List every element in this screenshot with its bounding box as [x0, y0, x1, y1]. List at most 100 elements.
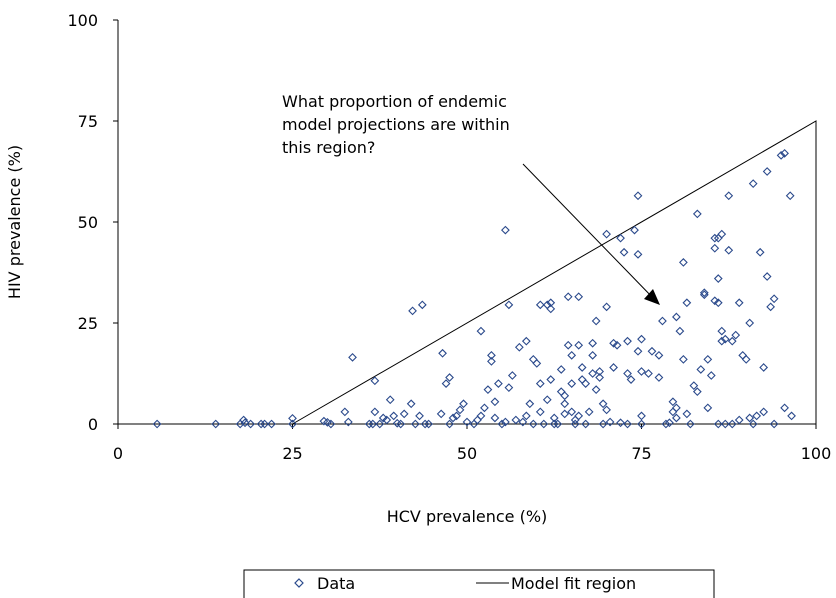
data-point	[574, 340, 584, 350]
data-point	[343, 417, 353, 427]
data-point	[696, 365, 706, 374]
data-point	[420, 419, 430, 429]
data-point	[326, 419, 336, 429]
data-point	[476, 411, 486, 421]
data-point	[542, 395, 552, 405]
data-point	[720, 334, 730, 344]
data-point	[699, 288, 709, 298]
data-point	[630, 225, 639, 235]
data-point	[633, 346, 643, 356]
model-fit-region-line	[292, 120, 817, 425]
data-point	[755, 247, 765, 257]
data-point	[556, 365, 566, 374]
data-point	[452, 411, 461, 421]
data-point	[752, 411, 762, 421]
data-point	[556, 387, 566, 397]
data-point	[706, 371, 716, 380]
data-point	[616, 418, 625, 428]
data-point	[455, 405, 465, 415]
data-point	[602, 229, 611, 239]
y-axis-title: HIV prevalence (%)	[5, 145, 24, 299]
data-point	[605, 417, 615, 427]
data-point	[654, 373, 664, 382]
data-point	[637, 419, 646, 429]
data-point	[577, 363, 587, 372]
y-tick-label: 100	[67, 11, 98, 30]
data-point	[459, 399, 468, 409]
data-point	[710, 243, 720, 253]
data-point	[368, 419, 378, 429]
data-point	[595, 367, 604, 376]
data-point	[406, 399, 416, 409]
data-point	[323, 418, 332, 427]
data-point	[514, 342, 524, 352]
data-point	[581, 419, 591, 429]
data-point	[637, 334, 646, 344]
data-point	[769, 294, 779, 304]
data-point	[152, 419, 162, 429]
data-point	[588, 369, 598, 378]
data-point	[668, 407, 678, 417]
data-point	[445, 373, 454, 382]
data-point	[672, 413, 681, 423]
data-point	[473, 415, 482, 425]
data-point	[288, 419, 297, 429]
legend-region-label: Model fit region	[511, 574, 636, 593]
data-point	[267, 419, 276, 429]
data-point	[546, 375, 556, 384]
y-tick-label: 0	[88, 415, 98, 434]
axes	[117, 20, 816, 425]
data-point	[511, 415, 521, 425]
data-point	[364, 419, 374, 429]
data-point	[713, 274, 723, 283]
data-point	[633, 191, 643, 201]
data-point	[665, 418, 674, 428]
x-tick-label: 0	[113, 444, 123, 463]
data-point	[602, 302, 611, 312]
data-point	[574, 292, 584, 302]
data-point	[581, 379, 591, 388]
data-point	[745, 318, 755, 328]
data-point	[480, 403, 489, 413]
data-point	[609, 363, 618, 372]
data-point	[727, 419, 737, 429]
data-point	[535, 379, 545, 388]
data-point	[438, 348, 447, 358]
data-point	[780, 403, 789, 413]
data-point	[518, 417, 528, 427]
data-point	[584, 407, 594, 417]
data-point	[612, 340, 622, 350]
data-point	[549, 413, 559, 423]
data-point	[532, 359, 542, 368]
data-point	[661, 419, 671, 429]
data-point	[713, 419, 723, 429]
data-point	[623, 336, 632, 346]
data-point	[490, 413, 500, 423]
x-axis-title: HCV prevalence (%)	[387, 507, 548, 526]
data-point	[560, 391, 570, 401]
data-point	[553, 419, 563, 429]
data-point	[549, 419, 559, 429]
x-tick-label: 75	[631, 444, 651, 463]
data-points	[152, 148, 796, 429]
data-point	[445, 419, 454, 429]
data-point	[483, 385, 493, 395]
data-point	[672, 403, 681, 413]
data-point	[462, 417, 472, 427]
data-point	[717, 336, 727, 346]
annotation-arrow	[522, 163, 657, 302]
data-point	[776, 150, 786, 160]
data-point	[769, 419, 779, 429]
data-point	[415, 411, 424, 421]
data-point	[348, 352, 357, 362]
legend: Data Model fit region	[243, 569, 715, 598]
data-point	[734, 298, 744, 308]
data-point	[408, 306, 417, 316]
data-point	[685, 419, 695, 429]
data-point	[598, 419, 608, 429]
annotation-line: What proportion of endemic	[282, 92, 507, 111]
data-point	[490, 397, 500, 407]
data-point	[633, 249, 643, 259]
data-point	[588, 350, 598, 360]
